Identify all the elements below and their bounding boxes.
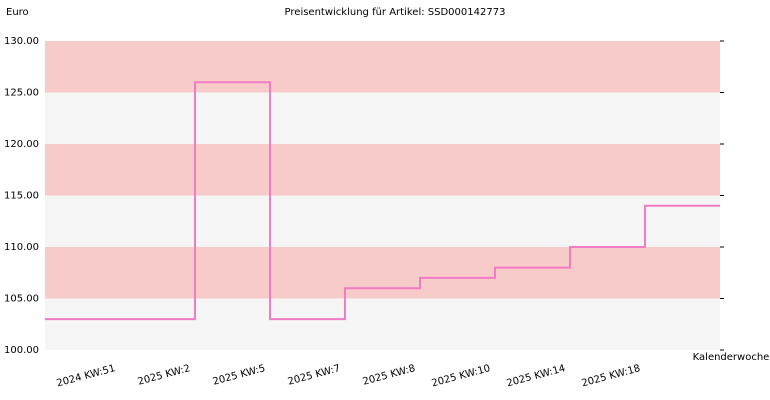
band	[45, 41, 720, 93]
x-tick-label: 2024 KW:51	[56, 363, 117, 389]
y-tick-label: 105.00	[4, 294, 39, 305]
band	[45, 195, 720, 247]
y-tick-label: 110.00	[4, 242, 39, 253]
chart-title: Preisentwicklung für Artikel: SSD0001427…	[285, 7, 506, 18]
x-tick-label: 2025 KW:18	[581, 363, 642, 389]
y-tick-label: 100.00	[4, 345, 39, 356]
y-tick-label: 130.00	[4, 36, 39, 47]
band	[45, 298, 720, 350]
band	[45, 247, 720, 299]
y-tick-label: 120.00	[4, 139, 39, 150]
x-axis-label: Kalenderwoche	[693, 352, 770, 363]
x-tick-label: 2025 KW:8	[362, 363, 417, 388]
x-tick-label: 2025 KW:2	[137, 363, 192, 388]
y-tick-label: 115.00	[4, 191, 39, 202]
x-tick-label: 2025 KW:5	[212, 363, 267, 388]
band	[45, 144, 720, 196]
x-tick-label: 2025 KW:14	[506, 363, 567, 389]
x-tick-label: 2025 KW:7	[287, 363, 342, 388]
band	[45, 92, 720, 144]
y-axis-label: Euro	[6, 7, 29, 18]
y-tick-label: 125.00	[4, 88, 39, 99]
x-tick-label: 2025 KW:10	[431, 363, 492, 389]
price-line	[45, 81, 720, 321]
